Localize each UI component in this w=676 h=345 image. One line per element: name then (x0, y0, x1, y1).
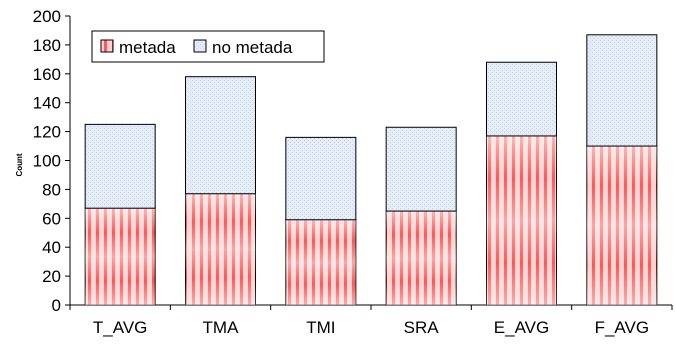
legend-swatch-metada (100, 39, 114, 53)
legend-box (91, 30, 325, 63)
bar-no-metada (385, 126, 457, 212)
bar-no-metada (84, 123, 156, 209)
y-tick-label: 120 (33, 123, 61, 142)
axes (65, 15, 673, 310)
bar-no-metada (586, 34, 658, 147)
bar-metada-shade (185, 193, 256, 305)
y-tick-label: 60 (42, 209, 61, 228)
y-tick-label: 80 (42, 180, 61, 199)
legend-swatch-no-metada (193, 39, 207, 53)
bar-metada-shade (285, 219, 356, 305)
x-tick-label: F_AVG (595, 318, 649, 337)
y-tick-label: 40 (42, 238, 61, 257)
x-tick-labels: T_AVG TMA TMI SRA E_AVG F_AVG (93, 318, 649, 337)
y-tick-label: 20 (42, 267, 61, 286)
y-tick-labels: 0 20 40 60 80 100 120 140 160 180 200 (33, 7, 61, 315)
legend-label-metada: metada (119, 38, 176, 57)
bar-metada-shade (486, 135, 557, 305)
bar-no-metada (486, 61, 557, 137)
x-tick-label: TMI (306, 318, 335, 337)
y-axis-label: Count (15, 153, 24, 176)
x-tick-label: TMA (203, 318, 240, 337)
bar-metada-shade (85, 208, 156, 305)
legend: metada no metada (91, 30, 325, 63)
y-tick-label: 0 (52, 296, 61, 315)
bar-metada-shade (586, 146, 657, 305)
y-tick-label: 100 (33, 152, 61, 171)
x-tick-label: E_AVG (494, 318, 549, 337)
y-tick-label: 160 (33, 65, 61, 84)
x-tick-label: T_AVG (93, 318, 147, 337)
bar-no-metada (185, 76, 256, 195)
x-tick-label: SRA (404, 318, 440, 337)
bars (84, 34, 658, 306)
y-tick-label: 180 (33, 36, 61, 55)
bar-no-metada (285, 136, 357, 221)
y-tick-label: 200 (33, 7, 61, 26)
y-tick-label: 140 (33, 94, 61, 113)
bar-metada-shade (386, 211, 457, 305)
legend-label-no-metada: no metada (212, 38, 293, 57)
